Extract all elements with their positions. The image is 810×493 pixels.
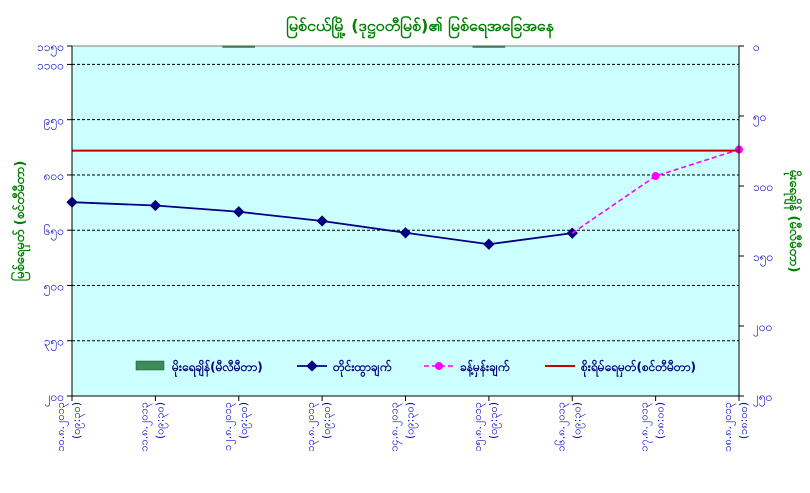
y-tick-label: ၉၅၀ [44, 114, 64, 131]
y-tick-label: ၁၁၅၀ [37, 40, 64, 57]
y-tick-label: ၆၅၀ [44, 223, 64, 241]
x-tick-label-time: (၀၉:၃၀) [70, 402, 85, 439]
x-tick-label-date: ၁၅.၈.၂၀၁၃ [471, 402, 486, 452]
x-tick-label-time: (၀၉:၃၀) [487, 402, 502, 439]
forecast-line [571, 148, 740, 234]
x-tick-label: ၁၈.၈.၂၀၁၃ (၁၈:၀၀) [721, 402, 750, 452]
y2-axis-title: မိုးရေချိန် (မီလီမီတာ) [783, 170, 803, 273]
x-tick-label-time: (၀၉:၃၀) [153, 402, 168, 439]
x-tick-label: ၁၅.၈.၂၀၁၃ (၀၉:၃၀) [471, 402, 502, 452]
y2-tick-label: ၁၀၀ [753, 180, 773, 194]
x-tick-label-time: (၁၈:၀၀) [737, 402, 750, 439]
x-tick-label-date: ၁၇.၈.၂၀၁၃ [638, 402, 653, 452]
x-tick-label-date: ၁၄.၈.၂၀၁၃ [388, 402, 403, 452]
series-lines [66, 145, 743, 250]
x-tick-label-date: ၁၈.၈.၂၀၁၃ [721, 402, 736, 452]
y-tick-label: ၅၀၀ [44, 279, 64, 296]
x-tick-label: ၁၄.၈.၂၀၁၃ (၀၉:၃၀) [388, 402, 419, 452]
y-tick-label: ၈၀၀ [44, 169, 64, 183]
rainfall-bar [222, 45, 255, 48]
x-tick-label: ၁၃.၈.၂၀၁၃ (၀၉:၃၀) [304, 402, 335, 452]
forecast-point [651, 172, 660, 181]
y2-tick-label: ၀ [753, 40, 760, 54]
x-tick-label-time: (၀၉:၃၀) [320, 402, 335, 439]
y2-tick-label: ၂၅၀ [753, 390, 772, 407]
x-tick-label-time: (၀၉:၃၀) [570, 402, 585, 439]
y2-tick-label: ၂၀၀ [753, 320, 772, 337]
grid-lines [72, 63, 739, 342]
y2-tick-label: ၁၅၀ [753, 250, 773, 267]
legend-label: မိုးရေချိန်(မီလီမီတာ) [171, 358, 263, 378]
y2-tick-label: ၅၀ [753, 110, 767, 127]
x-tick-label-time: (၀၉:၃၀) [237, 402, 252, 439]
rainfall-bars [222, 45, 506, 48]
measured-point [399, 227, 412, 239]
measured-point [149, 199, 162, 212]
y-tick-label: ၁၁၀၀ [37, 58, 64, 72]
x-tick-label-time: (၀၉:၃၀) [404, 402, 419, 439]
x-tick-label-date: ၁၀.၈.၂၀၁၃ [54, 402, 69, 452]
x-tick-label-date: ၁၁.၈.၂၀၁၃ [137, 402, 152, 452]
legend-label: စိုးရိမ်ရေမှတ်(စင်တီမီတာ) [580, 358, 696, 378]
x-tick-label-date: ၁၂.၈.၂၀၁၃ [221, 402, 236, 451]
plot-area [71, 45, 740, 397]
measured-point [233, 206, 245, 218]
legend-label: ခန့်မှန်းချက် [460, 358, 510, 378]
x-tick-label: ၁၆.၈.၂၀၁၃ (၀၉:၃၀) [554, 402, 585, 452]
x-tick-label: ၁၀.၈.၂၀၁၃ (၀၉:၃၀) [54, 402, 85, 452]
x-tick-label: ၁၇.၈.၂၀၁၃ (၁၈:၀၀) [638, 402, 667, 452]
legend: မိုးရေချိန်(မီလီမီတာ) တိုင်းထွာချက် ခန့်မှ… [135, 358, 696, 378]
x-tick-label-date: ၁၃.၈.၂၀၁၃ [304, 402, 319, 452]
x-tick-label-time: (၁၈:၀၀) [654, 402, 667, 439]
measured-point [483, 238, 495, 250]
y-tick-label: ၂၀၀ [45, 390, 64, 407]
y-axis-title: မြစ်ရေမှတ် (စင်တီမီတာ) [10, 161, 31, 282]
legend-marker-forecast [435, 362, 443, 370]
y-tick-label: ၃၅၀ [44, 335, 64, 352]
measured-point [316, 215, 328, 227]
x-tick-label-date: ၁၆.၈.၂၀၁၃ [554, 402, 569, 452]
legend-swatch-rainfall [135, 360, 165, 371]
legend-label: တိုင်းထွာချက် [332, 358, 392, 378]
legend-marker-measured [306, 360, 318, 372]
rainfall-bar [472, 45, 506, 48]
x-tick-label: ၁၁.၈.၂၀၁၃ (၀၉:၃၀) [137, 402, 168, 452]
x-tick-label: ၁၂.၈.၂၀၁၃ (၀၉:၃၀) [221, 402, 252, 451]
